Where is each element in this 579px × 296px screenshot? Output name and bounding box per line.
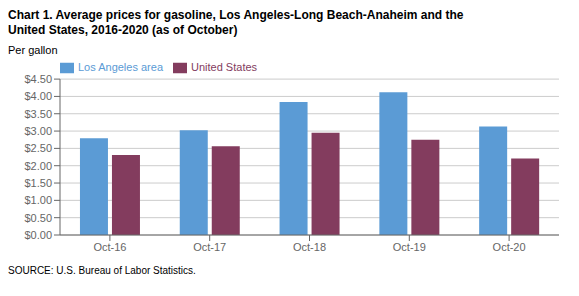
svg-text:$4.00: $4.00 <box>24 90 52 102</box>
svg-text:$1.50: $1.50 <box>24 177 52 189</box>
svg-text:Oct-16: Oct-16 <box>93 241 126 253</box>
svg-text:$2.50: $2.50 <box>24 142 52 154</box>
svg-text:$3.50: $3.50 <box>24 108 52 120</box>
svg-text:$4.50: $4.50 <box>24 73 52 85</box>
svg-text:Oct-18: Oct-18 <box>293 241 326 253</box>
svg-text:Oct-19: Oct-19 <box>393 241 426 253</box>
html-text:Los Angeles area: Los Angeles area <box>78 61 163 73</box>
svg-text:Oct-17: Oct-17 <box>193 241 226 253</box>
html-text:United States, 2016-2020 (as o: United States, 2016-2020 (as of October) <box>8 23 238 37</box>
svg-text:$3.00: $3.00 <box>24 125 52 137</box>
html-text:Chart 1. Average prices for ga: Chart 1. Average prices for gasoline, Lo… <box>8 8 464 22</box>
svg-text:$2.00: $2.00 <box>24 160 52 172</box>
svg-text:$0.00: $0.00 <box>24 229 52 241</box>
svg-text:Oct-20: Oct-20 <box>493 241 526 253</box>
html-text:Per gallon: Per gallon <box>8 44 58 56</box>
svg-text:$0.50: $0.50 <box>24 212 52 224</box>
html-text:United States: United States <box>191 61 258 73</box>
svg-text:$1.00: $1.00 <box>24 194 52 206</box>
html-text:SOURCE: U.S. Bureau of Labor S: SOURCE: U.S. Bureau of Labor Statistics. <box>8 265 196 276</box>
